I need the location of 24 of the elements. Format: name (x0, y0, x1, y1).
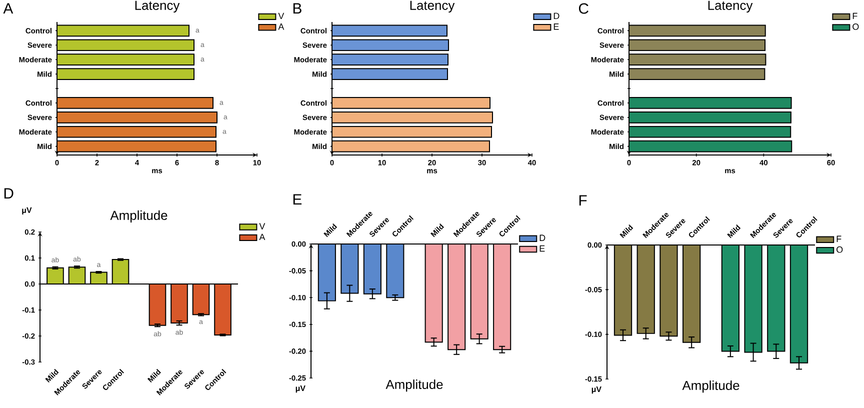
text: C (578, 3, 588, 14)
legend-label: O (836, 246, 843, 253)
text: F (579, 195, 587, 206)
legend-label: O (852, 24, 859, 30)
legend-label: E (540, 245, 545, 252)
text: A (3, 3, 14, 14)
legend-label: V (259, 223, 266, 230)
text: Amplitude (386, 380, 443, 392)
text: D (4, 188, 14, 198)
text: E (293, 194, 302, 204)
chart-title: Latency (410, 0, 455, 13)
chart-title: Latency (135, 0, 180, 13)
legend-label: A (278, 24, 284, 30)
legend-label: A (259, 234, 266, 240)
legend-label: F (852, 12, 858, 20)
text: B (293, 3, 302, 14)
chart-title: Amplitude (110, 210, 168, 223)
legend-label: F (836, 236, 842, 242)
text: Amplitude (682, 380, 740, 393)
legend-label: V (278, 12, 284, 20)
legend-label: D (554, 12, 560, 20)
legend-label: E (554, 24, 559, 30)
chart-title: Latency (708, 0, 753, 13)
legend-label: D (540, 234, 546, 241)
